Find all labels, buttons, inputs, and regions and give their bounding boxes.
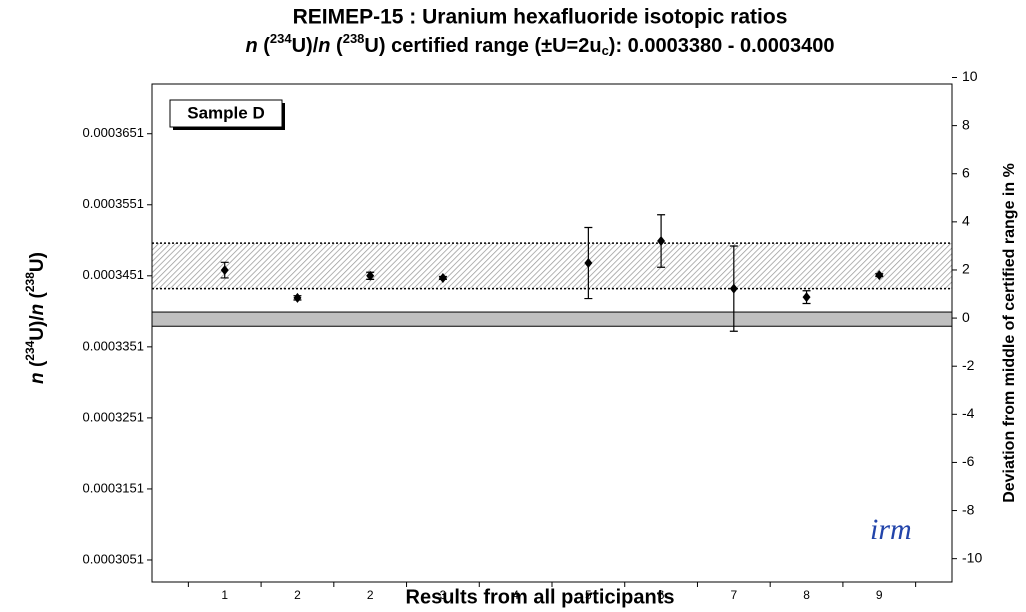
x-tick-label: 6 bbox=[658, 588, 665, 602]
certified-band bbox=[151, 311, 953, 327]
subtitle-part: 238 bbox=[343, 31, 365, 46]
y-label-part: 238 bbox=[23, 272, 37, 292]
y2-axis-label: Deviation from middle of certified range… bbox=[1001, 163, 1018, 503]
data-point bbox=[366, 270, 375, 281]
x-tick-label: 8 bbox=[803, 588, 810, 602]
y-tick-label: 0.0003351 bbox=[83, 338, 144, 353]
x-tick-label: 2 bbox=[367, 588, 374, 602]
x-tick-label: 7 bbox=[730, 588, 737, 602]
y-tick-label: 0.0003651 bbox=[83, 125, 144, 140]
data-point bbox=[293, 292, 302, 303]
x-tick-label: 3 bbox=[440, 588, 447, 602]
x-tick-label: 4 bbox=[512, 588, 519, 602]
subtitle-part: ( bbox=[258, 35, 271, 57]
y-tick-label: 0.0003551 bbox=[83, 196, 144, 211]
y-label-part: n bbox=[27, 372, 48, 384]
y2-tick-label: 8 bbox=[962, 116, 970, 132]
sample-box bbox=[169, 99, 283, 128]
y-label-part: U)/ bbox=[27, 315, 48, 341]
x-tick-label: 5 bbox=[585, 588, 592, 602]
y-tick-label: 0.0003251 bbox=[83, 409, 144, 424]
data-point bbox=[438, 272, 447, 283]
y2-tick-label: 6 bbox=[962, 164, 970, 180]
y-label-part: ( bbox=[27, 291, 48, 303]
data-point bbox=[657, 236, 666, 247]
y2-tick-label: 4 bbox=[962, 213, 970, 229]
y-label-part: ( bbox=[27, 360, 48, 372]
y2-tick-label: -4 bbox=[962, 405, 975, 421]
y2-tick-label: -8 bbox=[962, 501, 975, 517]
y2-tick-label: 0 bbox=[962, 309, 970, 325]
y2-tick-label: 10 bbox=[962, 68, 978, 84]
y-tick-label: 0.0003151 bbox=[83, 480, 144, 495]
x-axis-label: Results from all participants bbox=[406, 586, 675, 608]
subtitle-part: c bbox=[602, 43, 609, 58]
subtitle-part: ( bbox=[331, 35, 344, 57]
chart-subtitle: n (234U)/n (238U) certified range (±U=2u… bbox=[245, 31, 834, 58]
y-label-part: 234 bbox=[23, 340, 37, 360]
chart-title: REIMEP-15 : Uranium hexafluoride isotopi… bbox=[293, 6, 788, 29]
subtitle-part: U)/ bbox=[292, 35, 319, 57]
y-axis-label: n (234U)/n (238U) bbox=[23, 252, 48, 384]
y-tick-label: 0.0003051 bbox=[83, 551, 144, 566]
y2-tick-label: -2 bbox=[962, 357, 975, 373]
sample-label: Sample D bbox=[187, 103, 264, 122]
data-point bbox=[802, 292, 811, 303]
y-label-part: U) bbox=[27, 252, 48, 272]
plot-frame bbox=[151, 83, 953, 583]
y-tick-label: 0.0003451 bbox=[83, 267, 144, 282]
data-point bbox=[875, 270, 884, 281]
hatched-band bbox=[152, 243, 952, 289]
subtitle-part: n bbox=[318, 35, 330, 57]
logo: irm bbox=[870, 513, 912, 546]
y2-tick-label: -6 bbox=[962, 453, 975, 469]
x-tick-label: 1 bbox=[221, 588, 228, 602]
x-tick-label: 2 bbox=[294, 588, 301, 602]
subtitle-part: 234 bbox=[270, 31, 292, 46]
data-point bbox=[584, 258, 593, 269]
data-point bbox=[220, 265, 229, 276]
y2-tick-label: -10 bbox=[962, 549, 982, 565]
data-point bbox=[729, 283, 738, 294]
y2-tick-label: 2 bbox=[962, 261, 970, 277]
x-tick-label: 9 bbox=[876, 588, 883, 602]
subtitle-part: ): 0.0003380 - 0.0003400 bbox=[609, 35, 835, 57]
subtitle-part: n bbox=[245, 35, 257, 57]
y-label-part: n bbox=[27, 304, 48, 316]
subtitle-part: U) certified range (±U=2u bbox=[364, 35, 601, 57]
